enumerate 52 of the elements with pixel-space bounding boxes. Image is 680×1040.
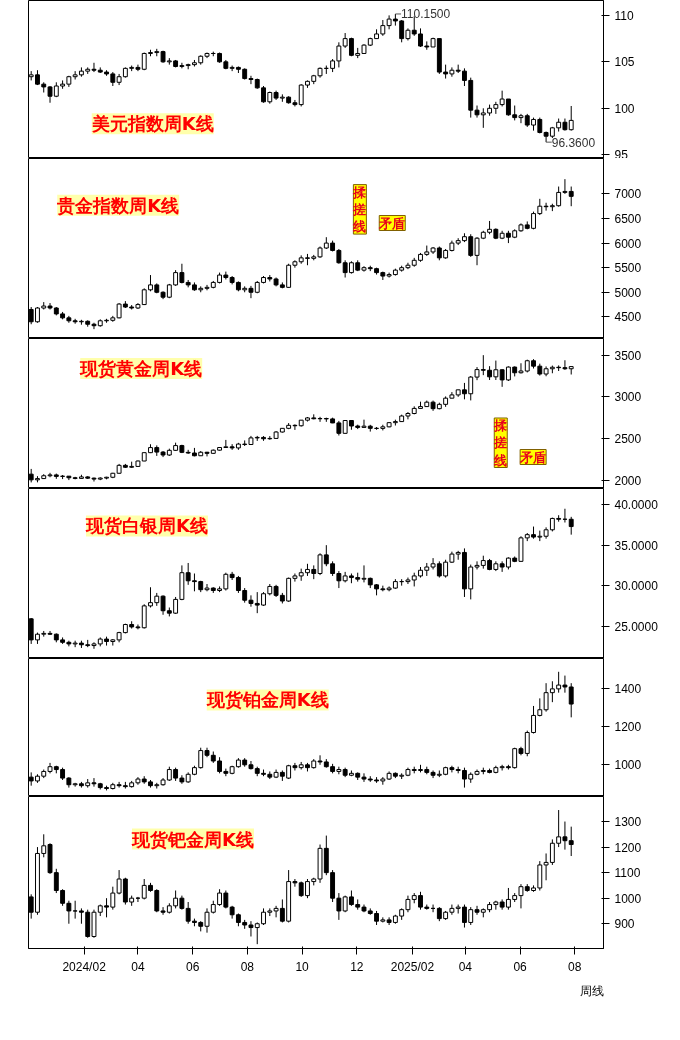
y-tick-label: 25.0000 (614, 619, 659, 634)
y-tick-label: 900 (614, 917, 635, 932)
text: 贵金指数周K线 (56, 194, 180, 216)
y-tick-label: 35.0000 (614, 538, 659, 553)
y-tick-label: 4500 (614, 310, 642, 325)
x-tick-label: 2024/02 (62, 959, 107, 974)
y-tick-label: 110 (614, 8, 634, 23)
y-tick-label: 1000 (614, 758, 642, 773)
text: 现货铂金周K线 (205, 689, 329, 711)
y-tick-label: 3000 (614, 390, 642, 405)
annotation: 揉搓线 (493, 418, 509, 468)
y-tick-label: 2500 (614, 432, 642, 446)
y-tick-label: 1200 (614, 840, 642, 855)
text: 周线 (579, 983, 604, 998)
y-tick-label: 1200 (614, 720, 642, 735)
y-tick-label: 30.0000 (614, 579, 659, 594)
x-tick-label: 12 (350, 959, 364, 974)
x-tick-label: 06 (513, 959, 528, 974)
y-tick-label: 3500 (614, 348, 642, 363)
annotation: 矛盾 (519, 449, 547, 465)
y-tick-label: 1000 (614, 891, 642, 906)
y-tick-label: 5000 (614, 285, 642, 300)
y-tick-label: 6000 (614, 236, 642, 251)
y-tick-label: 40.0000 (614, 498, 659, 513)
x-tick-label: 08 (568, 959, 582, 974)
y-tick-label: 6500 (614, 212, 642, 226)
text: 现货白银周K线 (85, 515, 208, 537)
y-tick-label: 5500 (614, 261, 642, 276)
annotation: 矛盾 (378, 215, 406, 231)
y-tick-label: 2000 (614, 473, 642, 488)
text: 现货钯金周K线 (131, 828, 254, 850)
candlestick (449, 904, 455, 916)
y-tick-label: 1300 (614, 815, 642, 830)
x-tick-label: 2025/02 (390, 959, 435, 974)
y-tick-label: 100 (614, 101, 635, 116)
x-tick-label: 10 (295, 959, 310, 974)
x-tick-label: 04 (458, 959, 473, 974)
y-tick-label: 7000 (614, 187, 642, 202)
annotation: 110.1500 (401, 7, 451, 22)
candlestick (72, 900, 78, 920)
x-tick-label: 04 (131, 959, 145, 974)
x-tick-label: 06 (185, 959, 200, 974)
candlestick (185, 901, 191, 925)
y-tick-label: 95 (614, 147, 629, 162)
text: 美元指数周K线 (90, 113, 214, 135)
y-tick-label: 105 (614, 55, 635, 70)
annotation: 96.3600 (551, 135, 596, 150)
text: 现货黄金周K线 (79, 358, 203, 379)
y-tick-label: 1100 (614, 866, 641, 881)
y-tick-label: 1400 (614, 682, 642, 697)
x-tick-label: 08 (240, 959, 255, 974)
annotation: 揉搓线 (352, 184, 368, 235)
